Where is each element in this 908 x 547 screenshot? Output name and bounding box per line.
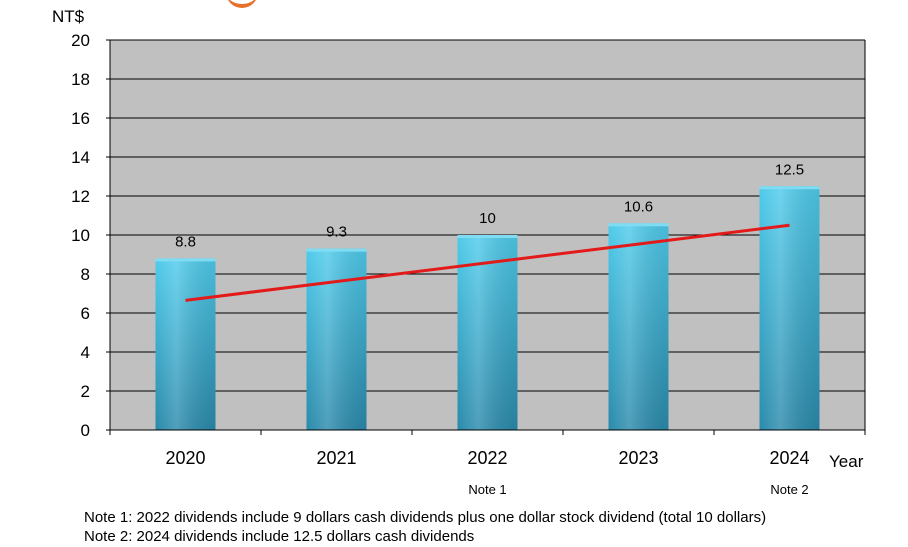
x-tick-label: 2023: [618, 448, 658, 468]
x-tick-label: 2022: [467, 448, 507, 468]
bar-shine: [306, 248, 367, 430]
y-tick-label: 10: [71, 226, 90, 245]
x-tick-label: 2021: [316, 448, 356, 468]
y-tick-label: 18: [71, 70, 90, 89]
y-axis-ticks: 0 2 4 6 8 10 12 14 16 18 20: [71, 31, 110, 440]
y-tick-label: 6: [81, 304, 90, 323]
orange-decoration: [226, 0, 258, 8]
bar-shine: [155, 258, 216, 430]
bar-top-edge: [306, 248, 367, 252]
x-axis-ticks: 2020 2021 2022 Note 1 2023 2024 Note 2: [109, 429, 866, 497]
bars: 8.8 9.3 10 10.6 12.5: [155, 161, 820, 430]
x-tick-label: 2024: [769, 448, 809, 468]
bar-top-edge: [457, 235, 518, 238]
value-label: 10.6: [624, 198, 653, 215]
bar-top-edge: [759, 186, 820, 190]
trend-line-group: [185, 223, 790, 302]
y-tick-label: 12: [71, 187, 90, 206]
y-tick-label: 8: [81, 265, 90, 284]
value-label: 10: [479, 210, 496, 227]
x-tick-label: 2020: [165, 448, 205, 468]
category-note: Note 1: [468, 482, 506, 497]
bar-shine: [608, 223, 669, 430]
bar-top-edge: [155, 258, 216, 262]
grid-lines: [109, 39, 866, 431]
category-note: Note 2: [770, 482, 808, 497]
y-tick-label: 16: [71, 109, 90, 128]
y-tick-label: 0: [81, 421, 90, 440]
y-axis-label: NT$: [52, 7, 85, 26]
y-tick-label: 14: [71, 148, 90, 167]
x-axis-label: Year: [829, 452, 864, 471]
value-label: 9.3: [326, 224, 347, 241]
bar-shine: [759, 186, 820, 430]
y-tick-label: 4: [81, 343, 90, 362]
footnote-1: Note 1: 2022 dividends include 9 dollars…: [84, 509, 767, 526]
value-label: 12.5: [775, 161, 804, 178]
y-tick-label: 2: [81, 382, 90, 401]
footnote-2: Note 2: 2024 dividends include 12.5 doll…: [84, 528, 475, 545]
value-label: 8.8: [175, 233, 196, 250]
bar-shine: [457, 235, 518, 430]
trend-line: [185, 223, 790, 302]
bar-top-edge: [608, 223, 669, 227]
y-tick-label: 20: [71, 31, 90, 50]
